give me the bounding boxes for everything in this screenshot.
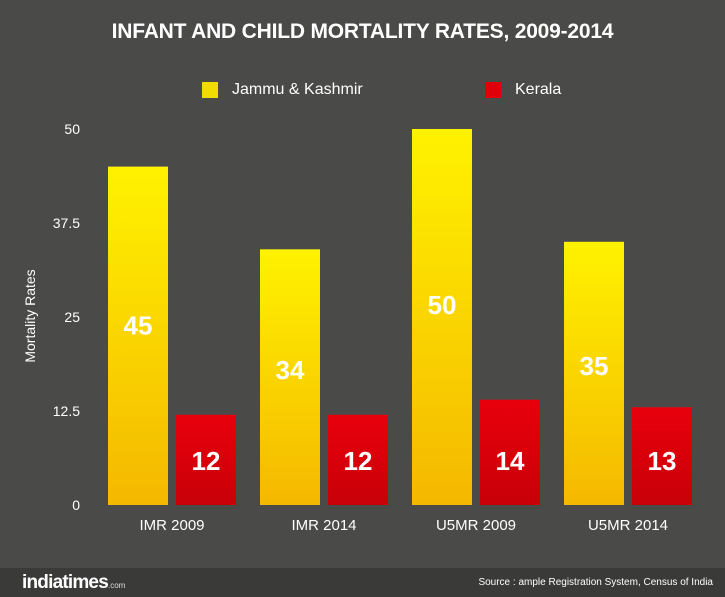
y-axis: 0 12.5 25 37.5 50 [53, 121, 80, 513]
y-tick-label: 50 [64, 121, 80, 137]
bar-kerala-imr-2009 [176, 414, 236, 505]
bar-jammu-kashmir-u5mr-2009 [412, 129, 472, 505]
bar-kerala-u5mr-2014 [632, 407, 692, 505]
bar-jammu-kashmir-imr-2009 [108, 166, 168, 505]
legend-label-jammu-kashmir: Jammu & Kashmir [232, 81, 363, 98]
bar-jammu-kashmir-imr-2014 [260, 249, 320, 505]
data-label: 50 [428, 290, 457, 320]
data-label: 34 [276, 355, 305, 385]
bar-jammu-kashmir-u5mr-2014 [564, 241, 624, 506]
data-label: 12 [192, 446, 221, 476]
data-label: 12 [344, 446, 373, 476]
legend-swatch-jammu-kashmir [202, 82, 218, 98]
data-label: 13 [648, 446, 677, 476]
y-tick-label: 37.5 [53, 215, 80, 231]
brand-suffix: .com [107, 581, 126, 590]
bars [108, 129, 692, 506]
data-label: 35 [580, 351, 609, 381]
x-tick-label: U5MR 2009 [436, 517, 516, 534]
y-axis-label: Mortality Rates [22, 269, 38, 362]
y-tick-label: 25 [64, 309, 80, 325]
x-axis: IMR 2009 IMR 2014 U5MR 2009 U5MR 2014 [139, 517, 668, 534]
footer: indiatimes.com Source : ample Registrati… [0, 568, 725, 597]
y-tick-label: 0 [72, 497, 80, 513]
source-note: Source : ample Registration System, Cens… [478, 577, 713, 588]
legend-swatch-kerala [485, 82, 501, 98]
legend-item-jammu-kashmir: Jammu & Kashmir [202, 80, 363, 100]
data-label: 45 [124, 310, 153, 340]
chart-title: INFANT AND CHILD MORTALITY RATES, 2009-2… [111, 20, 614, 43]
y-tick-label: 12.5 [53, 403, 80, 419]
x-tick-label: IMR 2014 [291, 517, 356, 534]
bar-kerala-imr-2014 [328, 414, 388, 505]
legend-item-kerala: Kerala [485, 80, 561, 100]
brand-logo: indiatimes.com [22, 572, 125, 594]
data-label: 14 [496, 446, 525, 476]
bar-kerala-u5mr-2009 [480, 399, 540, 505]
legend-label-kerala: Kerala [515, 81, 562, 98]
brand-name: indiatimes [22, 572, 109, 593]
x-tick-label: IMR 2009 [139, 517, 204, 534]
x-tick-label: U5MR 2014 [588, 517, 668, 534]
data-labels: 45 12 34 12 50 14 35 13 [124, 290, 677, 476]
